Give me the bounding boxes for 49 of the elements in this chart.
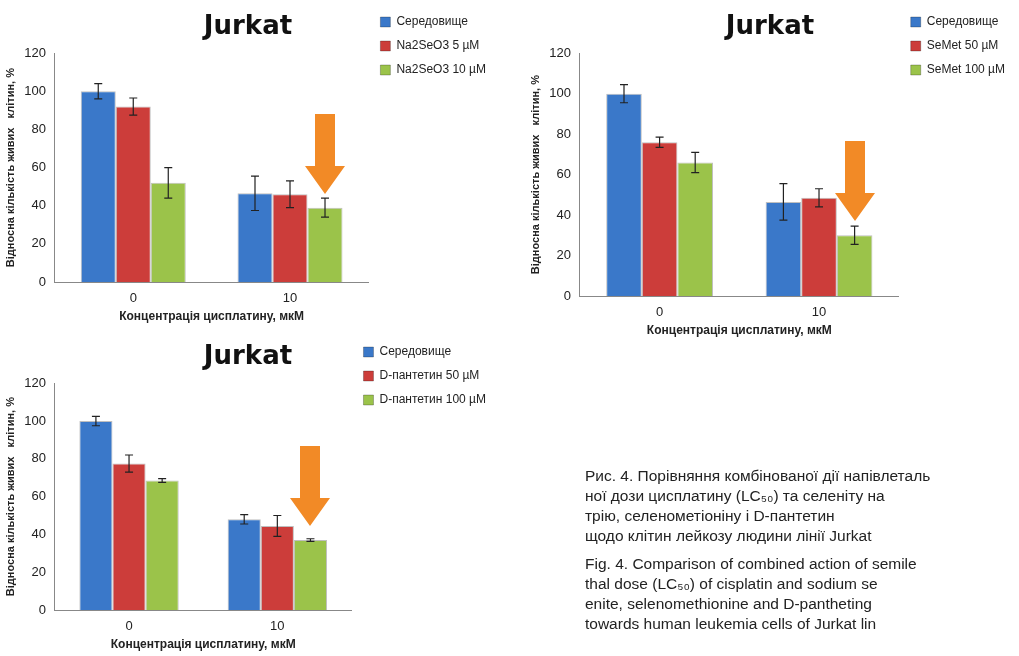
x-tick-label: 10 [282,290,298,306]
x-tick-label: 10 [811,304,827,320]
y-tick-label: 100 [549,85,571,101]
chart-title: Jurkat [723,10,815,41]
y-tick-label: 80 [556,125,571,141]
y-tick-label: 60 [31,159,46,175]
chart-title: Jurkat [201,340,293,371]
legend-label: Середовище [926,14,999,29]
y-tick-label: 40 [556,206,571,222]
text: towards human leukemia cells of Jurkat lin [585,614,878,634]
y-tick-label: 100 [24,412,46,428]
x-axis-title: Концентрація цисплатину, мкМ [110,637,296,652]
y-tick-label: 60 [31,488,46,504]
legend-label: Na2SeO3 10 µM [396,62,486,77]
legend-label: Середовище [396,14,469,29]
legend-label: D-пантетин 50 µM [379,368,480,383]
text: ної дози цисплатину (LC₅₀) та селеніту на [585,486,886,506]
y-tick-label: 60 [556,166,571,182]
legend-label: SeMet 50 µM [926,38,999,53]
legend-label: Na2SeO3 5 µM [396,38,480,53]
y-tick-label: 100 [24,82,46,98]
legend-label: SeMet 100 µM [926,62,1005,77]
y-tick-label: 120 [24,374,46,390]
caption: Fig. 4. Comparison of combined action of semile [585,554,918,574]
y-axis-title: Відносна кількість живих клітин, % [3,67,16,268]
y-axis-title: Відносна кількість живих клітин, % [3,396,16,597]
y-tick-label: 40 [31,197,46,213]
text: Рис. 4. Порівняння комбінованої дії напівлеталь [585,466,931,486]
y-tick-label: 120 [549,44,571,60]
y-tick-label: 40 [31,525,46,541]
y-tick-label: 80 [31,121,46,137]
text: трію, селенометіоніну і D-пантетин [585,506,836,526]
y-axis-title: Відносна кількість живих клітин, % [528,74,541,275]
x-tick-label: 10 [270,618,285,634]
chart-title: Jurkat [201,10,293,41]
y-tick-label: 20 [31,235,46,251]
text: enite, selenomethionine and D-pantheting [585,594,873,614]
y-tick-label: 20 [556,247,571,263]
x-axis-title: Концентрація цисплатину, мкМ [646,323,832,338]
legend-label: Середовище [379,344,452,359]
y-tick-label: 0 [38,601,46,617]
x-axis-title: Концентрація цисплатину, мкМ [119,309,305,324]
y-tick-label: 80 [31,450,46,466]
legend-label: D-пантетин 100 µM [379,392,487,407]
y-tick-label: 0 [38,273,46,289]
y-tick-label: 120 [24,44,46,60]
text: щодо клітин лейкозу людини лінії Jurkat [585,526,873,546]
y-tick-label: 20 [31,563,46,579]
text: thal dose (LC₅₀) of cisplatin and sodium se [585,574,879,594]
